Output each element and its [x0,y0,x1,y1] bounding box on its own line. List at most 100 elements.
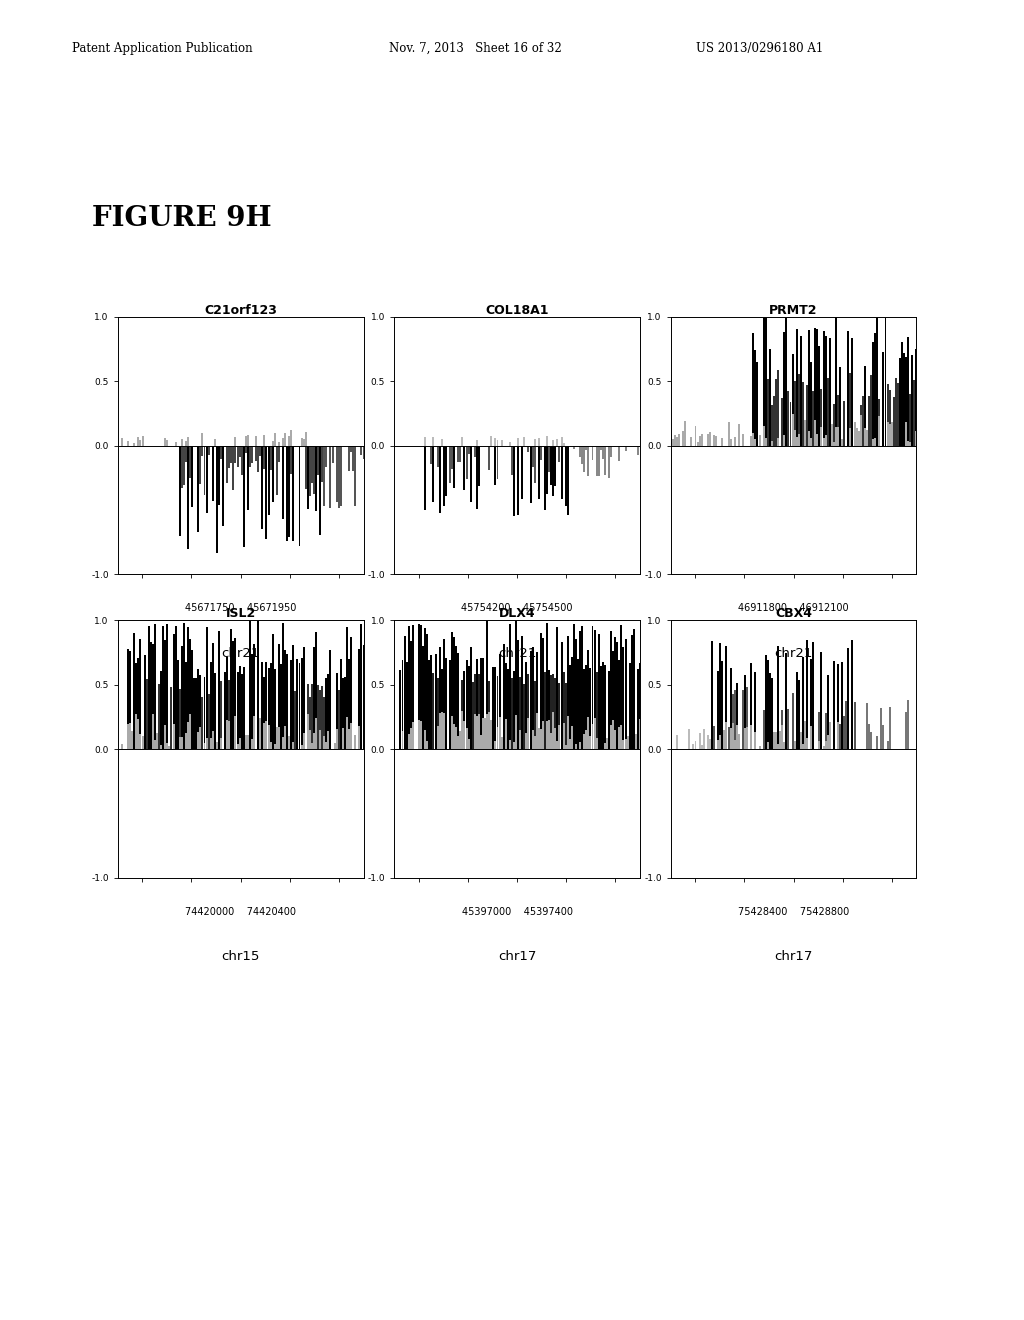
Bar [841,663,843,748]
Bar [440,440,442,446]
Bar [127,723,129,748]
Bar [497,446,499,479]
Bar [845,701,847,748]
Bar [905,422,907,446]
Bar [676,437,678,446]
Bar [732,723,733,748]
Bar [497,727,499,748]
Bar [787,392,790,446]
Bar [164,640,166,748]
Bar [696,442,698,446]
Bar [709,739,711,748]
Bar [278,442,280,446]
Bar [897,383,899,446]
Bar [759,436,761,446]
Bar [554,729,556,748]
Bar [578,660,579,748]
Bar [592,725,594,748]
Bar [326,678,328,748]
Title: COL18A1: COL18A1 [485,304,549,317]
Bar [777,438,779,446]
Bar [495,667,497,748]
Text: chr21: chr21 [221,647,260,660]
Bar [424,628,426,748]
Bar [531,730,534,748]
Bar [742,690,744,748]
Bar [558,725,560,748]
Bar [765,438,767,446]
Bar [582,627,583,748]
Bar [631,635,633,748]
Bar [625,739,627,748]
Bar [452,715,453,748]
Bar [204,743,206,748]
Bar [200,446,202,484]
Bar [127,441,129,446]
Text: chr21: chr21 [774,647,813,660]
Bar [432,446,434,503]
Bar [728,727,729,748]
Bar [212,643,214,748]
Bar [243,446,245,548]
Bar [785,653,787,748]
Bar [507,669,509,748]
Bar [284,726,286,748]
Bar [278,726,280,748]
Bar [478,673,480,748]
Bar [222,446,224,525]
Bar [426,635,428,748]
Bar [418,719,420,748]
Bar [172,725,174,748]
Bar [488,711,490,748]
Bar [517,640,519,748]
Bar [462,711,464,748]
Bar [783,333,785,446]
Bar [538,438,540,446]
Bar [322,446,324,482]
Bar [837,664,839,748]
Bar [164,437,166,446]
Bar [560,642,562,748]
Bar [513,446,515,516]
Bar [794,742,796,748]
Bar [835,317,837,446]
Bar [301,438,302,446]
Bar [746,727,749,748]
Bar [534,681,536,748]
Bar [901,342,903,446]
Bar [200,675,202,748]
Bar [730,727,731,748]
Bar [358,726,360,748]
Bar [458,446,459,462]
Bar [230,446,232,463]
Bar [282,623,284,748]
Text: US 2013/0296180 A1: US 2013/0296180 A1 [696,42,823,55]
Bar [187,437,189,446]
Bar [226,657,228,748]
Bar [505,663,507,748]
Bar [872,342,874,446]
Bar [552,713,554,748]
Bar [442,713,444,748]
Bar [753,433,755,446]
Bar [719,643,721,748]
Bar [255,436,257,446]
Bar [820,652,822,748]
Bar [241,675,243,748]
Bar [792,413,794,446]
Bar [785,318,787,446]
Bar [401,731,403,748]
Bar [781,710,783,748]
Bar [734,689,735,748]
Bar [340,659,342,748]
Bar [717,741,719,748]
Bar [288,446,290,537]
Bar [466,727,468,748]
Bar [342,678,344,748]
Bar [550,676,552,748]
Bar [560,446,562,499]
Bar [531,446,534,467]
Bar [598,446,600,477]
Bar [131,731,133,748]
Bar [422,647,424,748]
